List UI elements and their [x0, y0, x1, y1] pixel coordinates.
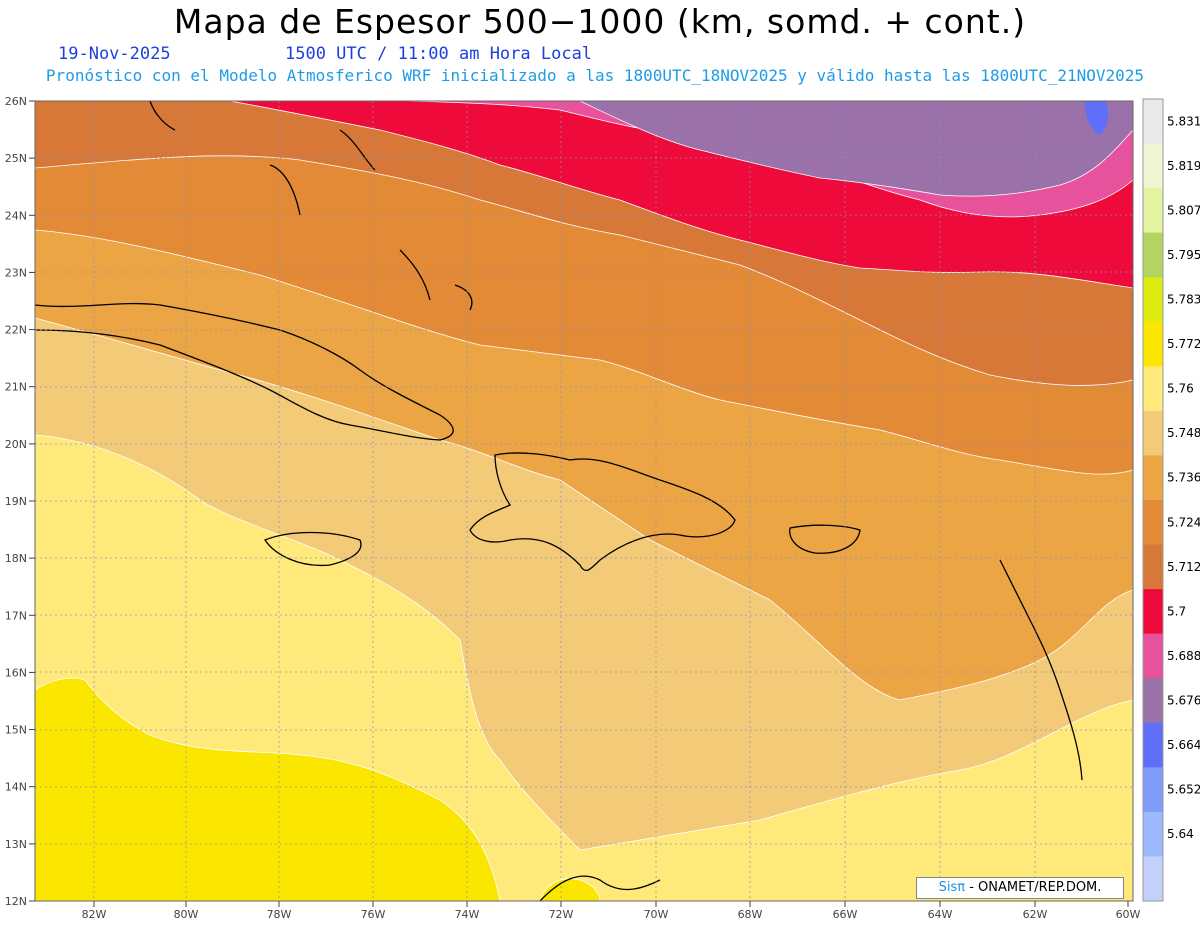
- colorbar-swatch: [1143, 366, 1163, 412]
- lat-label: 26N: [5, 95, 27, 108]
- lat-label: 22N: [5, 324, 27, 337]
- colorbar-swatch: [1143, 589, 1163, 635]
- colorbar-label: 5.688: [1167, 649, 1200, 663]
- jamaica-coast: [264, 531, 362, 567]
- lon-label: 62W: [1023, 908, 1048, 921]
- colorbar-swatch: [1143, 99, 1163, 145]
- lon-label: 76W: [361, 908, 386, 921]
- florida-coast: [149, 101, 176, 131]
- valid-date: 19-Nov-2025: [58, 44, 171, 64]
- colorbar-label: 5.831: [1167, 114, 1200, 128]
- colorbar-swatch: [1143, 811, 1163, 857]
- colorbar-label: 5.76: [1167, 382, 1194, 396]
- lat-label: 20N: [5, 438, 27, 451]
- colorbar-label: 5.819: [1167, 159, 1200, 173]
- colorbar-label: 5.652: [1167, 783, 1200, 797]
- lat-label: 21N: [5, 381, 27, 394]
- lat-label: 14N: [5, 781, 27, 794]
- colorbar-label: 5.748: [1167, 426, 1200, 440]
- colorbar-label: 5.664: [1167, 738, 1200, 752]
- credit-text: - ONAMET/REP.DOM.: [965, 880, 1102, 895]
- colorbar-swatch: [1143, 188, 1163, 234]
- colorbar-label: 5.772: [1167, 337, 1200, 351]
- lon-label: 82W: [82, 908, 107, 921]
- colorbar-label: 5.712: [1167, 560, 1200, 574]
- colorbar-swatch: [1143, 722, 1163, 768]
- puerto-rico-coast: [789, 524, 861, 554]
- lon-label: 78W: [267, 908, 292, 921]
- bahamas-2: [339, 129, 376, 171]
- lon-label: 64W: [928, 908, 953, 921]
- colorbar-swatch: [1143, 856, 1163, 902]
- sa-coast: [539, 875, 661, 901]
- colorbar-swatch: [1143, 678, 1163, 724]
- lat-label: 18N: [5, 552, 27, 565]
- latitude-labels: 26N 25N 24N 23N 22N 21N 20N 19N 18N 17N 16N 15N 14N 1…: [5, 95, 35, 908]
- hispaniola-coast: [469, 452, 736, 572]
- lon-label: 80W: [174, 908, 199, 921]
- credit-brand: Sisπ: [938, 880, 966, 895]
- lat-label: 25N: [5, 152, 27, 165]
- bahamas-1: [269, 164, 301, 216]
- cuba-coast: [35, 302, 454, 441]
- bahamas-3: [399, 249, 431, 301]
- colorbar-swatch: [1143, 232, 1163, 278]
- lat-label: 16N: [5, 666, 27, 679]
- thickness-contours: [35, 101, 1133, 901]
- colorbar-label: 5.795: [1167, 248, 1200, 262]
- colorbar-swatch: [1143, 500, 1163, 546]
- colorbar-label: 5.64: [1167, 827, 1194, 841]
- colorbar-swatch: [1143, 277, 1163, 323]
- lat-label: 24N: [5, 209, 27, 222]
- band-8b: [539, 878, 601, 901]
- colorbar-swatch: [1143, 321, 1163, 367]
- colorbar-swatch: [1143, 767, 1163, 813]
- lat-label: 13N: [5, 838, 27, 851]
- colorbar-label: 5.7: [1167, 604, 1186, 618]
- coastlines: [35, 101, 1083, 901]
- map-title: Mapa de Espesor 500−1000 (km, somd. + co…: [173, 2, 1027, 41]
- bahamas-4: [454, 284, 473, 311]
- band-1: [579, 101, 1133, 197]
- lat-label: 12N: [5, 895, 27, 908]
- colorbar-label: 5.676: [1167, 694, 1200, 708]
- colorbar-swatch: [1143, 455, 1163, 501]
- lon-label: 66W: [833, 908, 858, 921]
- colorbar: 5.831 5.819 5.807 5.795 5.783 5.772 5.76 5.748 5…: [1142, 98, 1200, 902]
- lat-label: 17N: [5, 609, 27, 622]
- grid: [35, 100, 1133, 901]
- lon-label: 70W: [644, 908, 669, 921]
- colorbar-label: 5.807: [1167, 203, 1200, 217]
- band-8: [35, 677, 501, 901]
- valid-time: 1500 UTC / 11:00 am Hora Local: [285, 44, 593, 64]
- colorbar-swatch: [1143, 143, 1163, 189]
- colorbar-label: 5.783: [1167, 293, 1200, 307]
- credit-box: Sisπ - ONAMET/REP.DOM.: [916, 877, 1124, 899]
- lon-label: 74W: [455, 908, 480, 921]
- lesser-antilles: [999, 559, 1083, 781]
- longitude-labels: 82W 80W 78W 76W 74W 72W 70W 68W 66W 64W 62W 60W: [82, 901, 1141, 921]
- lon-label: 60W: [1116, 908, 1141, 921]
- colorbar-frame: [1142, 98, 1164, 902]
- lat-label: 15N: [5, 724, 27, 737]
- colorbar-label: 5.724: [1167, 515, 1200, 529]
- lon-label: 68W: [738, 908, 763, 921]
- lat-label: 19N: [5, 495, 27, 508]
- colorbar-swatch: [1143, 633, 1163, 679]
- lat-label: 23N: [5, 266, 27, 279]
- band-0: [1085, 101, 1109, 135]
- colorbar-swatch: [1143, 544, 1163, 590]
- colorbar-swatch: [1143, 410, 1163, 456]
- forecast-note: Pronóstico con el Modelo Atmosferico WRF…: [45, 66, 1145, 85]
- lon-label: 72W: [549, 908, 574, 921]
- thickness-map: 26N 25N 24N 23N 22N 21N 20N 19N 18N 17N 16N 15N 14N 1…: [5, 95, 1200, 921]
- colorbar-label: 5.736: [1167, 471, 1200, 485]
